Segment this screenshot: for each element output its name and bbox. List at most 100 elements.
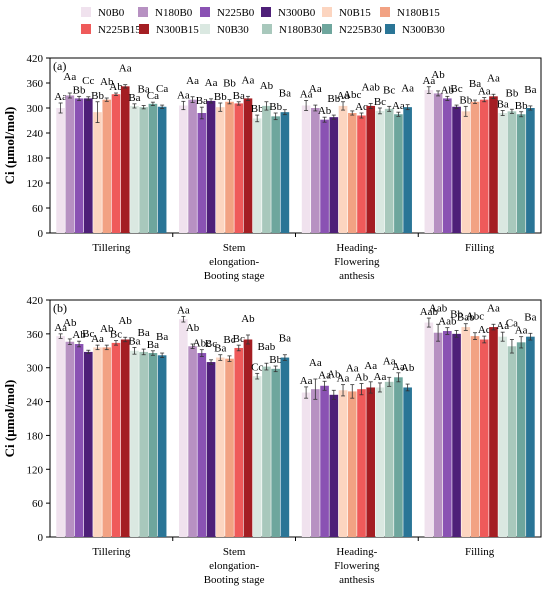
legend-swatch-N180B15 xyxy=(380,7,390,17)
x-tick-label: Tillering xyxy=(92,242,131,254)
bar-N225B15-3 xyxy=(480,340,489,538)
legend: N0B0 N180B0 N225B0 N300B0 N0B15 N180B15N225B1… xyxy=(81,7,445,36)
significance-label: Ba xyxy=(196,95,208,107)
significance-label: Ba xyxy=(524,84,536,96)
bar-N0B30-3 xyxy=(498,337,507,537)
significance-label: Bc xyxy=(450,83,462,95)
bar-N0B15-0 xyxy=(93,347,102,537)
significance-label: Ac xyxy=(478,324,491,336)
panel-b: 060120180240300360420Ci (μmol/mol)(b)AaA… xyxy=(2,295,541,586)
x-tick-label: Tillering xyxy=(92,546,131,558)
bar-N225B0-0 xyxy=(75,344,84,537)
significance-label: Abc xyxy=(466,311,484,323)
significance-label: Ba xyxy=(138,327,150,339)
significance-label: Aa xyxy=(119,63,132,75)
bar-N0B30-1 xyxy=(253,118,262,233)
x-tick-label: Stem xyxy=(223,546,246,558)
bar-N300B30-0 xyxy=(158,107,167,233)
bar-N225B30-1 xyxy=(271,116,280,233)
legend-label-N225B0: N225B0 xyxy=(217,7,255,19)
bar-N225B15-2 xyxy=(357,389,366,537)
x-tick-label: Flowering xyxy=(334,256,380,268)
bar-N0B0-3 xyxy=(425,90,434,233)
bar-N0B15-2 xyxy=(339,390,348,537)
bar-N300B0-3 xyxy=(452,334,461,537)
bar-N225B15-0 xyxy=(112,343,121,537)
bar-N180B30-2 xyxy=(385,382,394,537)
bar-N225B0-3 xyxy=(443,331,452,537)
x-tick-label: Booting stage xyxy=(204,270,265,282)
bar-N300B0-2 xyxy=(329,395,338,537)
significance-label: Aa xyxy=(515,325,528,337)
bar-N180B30-0 xyxy=(139,107,148,233)
x-tick-label: Heading- xyxy=(336,242,377,254)
bar-N225B15-2 xyxy=(357,116,366,234)
bar-N0B0-2 xyxy=(302,393,311,537)
significance-label: Aa xyxy=(392,100,405,112)
bar-N180B30-3 xyxy=(508,111,517,233)
legend-label-N0B15: N0B15 xyxy=(339,7,371,19)
y-tick-label: 360 xyxy=(27,78,44,90)
legend-label-N225B30: N225B30 xyxy=(339,24,382,36)
bar-N300B15-0 xyxy=(121,340,130,538)
bar-N0B15-1 xyxy=(216,107,225,233)
bar-N180B30-0 xyxy=(139,352,148,537)
bar-N300B0-3 xyxy=(452,107,461,233)
significance-label: Bc xyxy=(233,333,245,345)
bar-N0B0-3 xyxy=(425,323,434,537)
significance-label: Aa xyxy=(487,302,500,314)
y-tick-label: 420 xyxy=(27,295,44,307)
bar-N180B15-2 xyxy=(348,113,357,233)
significance-label: Aa xyxy=(242,74,255,86)
bar-N225B30-3 xyxy=(517,114,526,233)
y-tick-label: 120 xyxy=(27,464,44,476)
bar-N300B0-1 xyxy=(207,362,216,537)
significance-label: Aa xyxy=(309,357,322,369)
legend-swatch-N300B30 xyxy=(385,24,395,34)
bar-N180B15-0 xyxy=(102,347,111,537)
significance-label: Ab xyxy=(318,105,332,117)
significance-label: Ab xyxy=(186,322,200,334)
significance-label: Aa xyxy=(63,71,76,83)
bar-N225B15-1 xyxy=(234,348,243,537)
significance-label: Bb xyxy=(269,354,282,366)
significance-label: Ba xyxy=(497,99,509,111)
bar-N225B0-2 xyxy=(320,386,329,537)
bar-N0B30-1 xyxy=(253,376,262,537)
bar-N0B15-2 xyxy=(339,106,348,233)
bar-N0B30-3 xyxy=(498,113,507,233)
bar-N0B0-2 xyxy=(302,106,311,234)
legend-swatch-N0B0 xyxy=(81,7,91,17)
bar-N300B30-2 xyxy=(403,107,412,233)
y-tick-label: 180 xyxy=(27,153,44,165)
significance-label: Ba xyxy=(279,333,291,345)
legend-swatch-N0B30 xyxy=(200,24,210,34)
x-tick-label: Filling xyxy=(465,546,495,558)
significance-label: Aa xyxy=(401,83,414,95)
significance-label: Ca xyxy=(156,83,168,95)
y-tick-label: 180 xyxy=(27,430,44,442)
bar-N225B15-0 xyxy=(112,94,121,233)
y-tick-label: 60 xyxy=(32,203,44,215)
y-tick-label: 360 xyxy=(27,329,44,341)
significance-label: Aa xyxy=(487,72,500,84)
bar-N300B30-3 xyxy=(526,108,535,233)
bar-N300B15-3 xyxy=(489,327,498,537)
legend-swatch-N180B30 xyxy=(262,24,272,34)
significance-label: Ab xyxy=(431,69,445,81)
y-tick-label: 240 xyxy=(27,397,44,409)
legend-label-N300B30: N300B30 xyxy=(402,24,445,36)
bar-N180B0-3 xyxy=(434,333,443,537)
significance-label: Ab xyxy=(260,80,274,92)
y-tick-label: 120 xyxy=(27,178,44,190)
significance-label: Ab xyxy=(241,313,255,325)
bar-N180B0-3 xyxy=(434,93,443,233)
bar-N300B15-2 xyxy=(366,106,375,233)
significance-label: Aa xyxy=(177,304,190,316)
significance-label: Aa xyxy=(177,89,190,101)
bar-N180B30-2 xyxy=(385,109,394,233)
significance-label: Aa xyxy=(300,375,313,387)
significance-label: Ba xyxy=(279,88,291,100)
